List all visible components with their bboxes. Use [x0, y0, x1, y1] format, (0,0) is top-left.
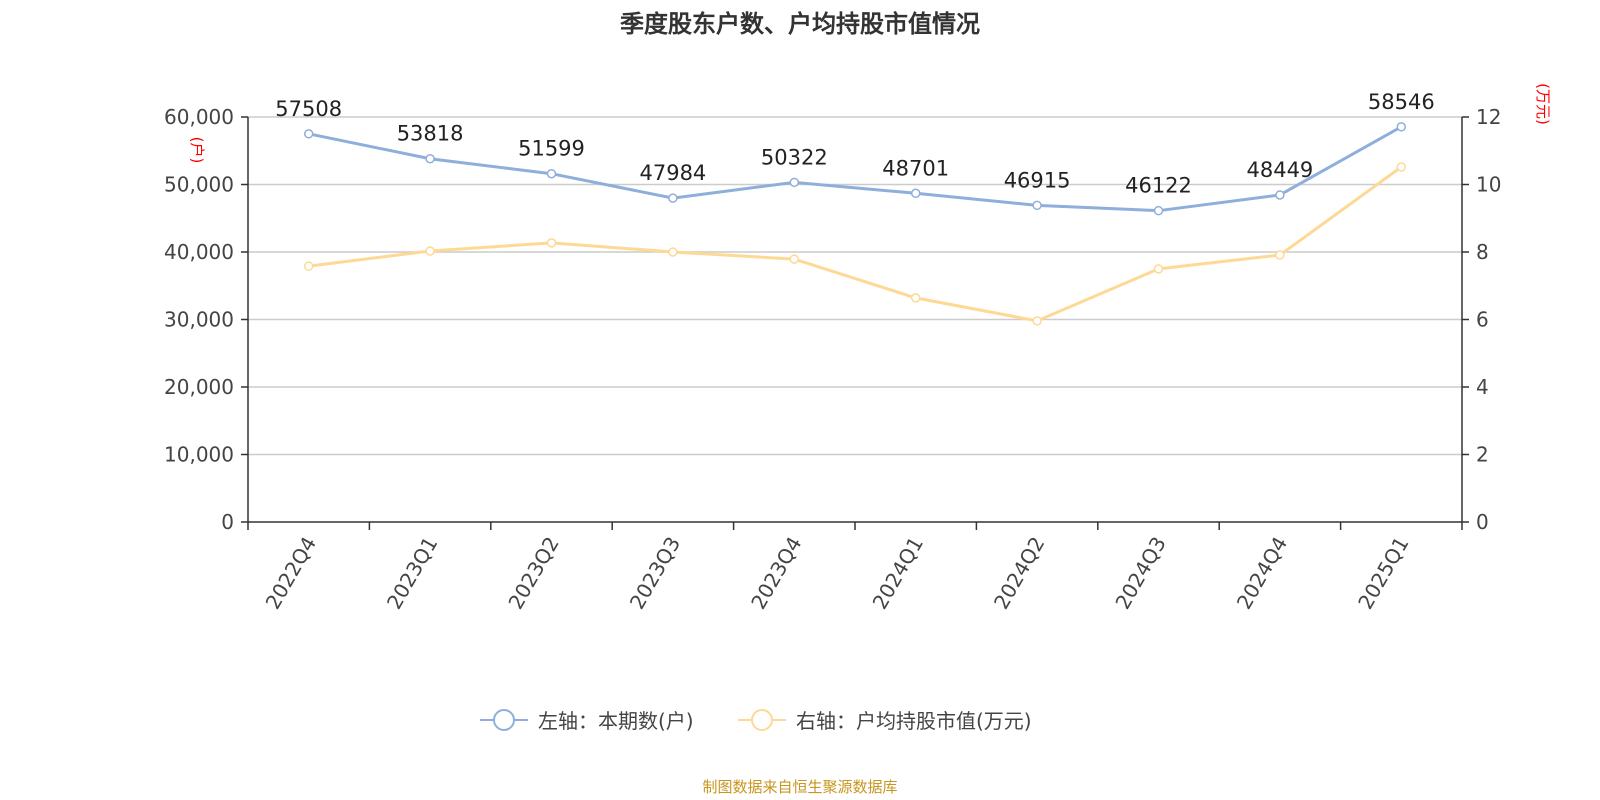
- right-tick-label: 2: [1476, 443, 1489, 467]
- data-point: [910, 293, 921, 303]
- legend-label: 左轴：本期数(户): [538, 709, 694, 733]
- data-point: [546, 168, 557, 179]
- data-point: [303, 261, 314, 271]
- x-tick-label: 2024Q1: [868, 533, 928, 614]
- right-tick-label: 4: [1476, 375, 1489, 399]
- source-note: 制图数据来自恒生聚源数据库: [702, 778, 897, 796]
- left-tick-label: 50,000: [164, 173, 234, 197]
- right-tick-label: 12: [1476, 105, 1501, 129]
- data-point: [910, 188, 921, 199]
- data-point: [1275, 250, 1285, 260]
- data-point: [789, 254, 800, 264]
- series-line-0: [308, 125, 1403, 213]
- left-tick-label: 20,000: [164, 375, 234, 399]
- right-tick-label: 6: [1476, 308, 1489, 332]
- x-tick-label: 2023Q1: [382, 533, 442, 614]
- chart-title: 季度股东户数、户均持股市值情况: [620, 10, 980, 38]
- data-point: [425, 153, 435, 164]
- data-point: [303, 129, 314, 139]
- x-tick-label: 2025Q1: [1353, 533, 1413, 614]
- data-label: 46915: [1004, 168, 1071, 192]
- x-tick-label: 2024Q3: [1110, 533, 1170, 614]
- data-point: [425, 246, 435, 256]
- data-label: 47984: [639, 161, 706, 185]
- left-axis-unit: (户): [188, 137, 206, 164]
- legend-label: 右轴：户均持股市值(万元): [796, 709, 1032, 733]
- data-point: [668, 247, 678, 257]
- data-label: 50322: [761, 145, 828, 169]
- data-label: 46122: [1125, 174, 1192, 198]
- right-tick-label: 8: [1476, 240, 1489, 264]
- legend-marker: [493, 709, 515, 731]
- data-point: [668, 193, 678, 203]
- x-tick-label: 2024Q4: [1232, 533, 1292, 614]
- left-tick-label: 40,000: [164, 240, 234, 264]
- x-tick-label: 2023Q2: [503, 533, 563, 614]
- data-label: 57508: [275, 97, 342, 121]
- data-point: [789, 177, 800, 188]
- right-tick-label: 10: [1476, 173, 1501, 197]
- left-tick-label: 0: [221, 510, 234, 534]
- left-tick-label: 30,000: [164, 308, 234, 332]
- x-tick-label: 2024Q2: [989, 533, 1049, 614]
- left-tick-label: 10,000: [164, 443, 234, 467]
- left-tick-label: 60,000: [164, 105, 234, 129]
- data-point: [1032, 316, 1042, 326]
- series-line-1: [308, 165, 1403, 323]
- data-label: 53818: [397, 122, 464, 146]
- data-point: [1396, 162, 1407, 172]
- right-axis-unit: (万元): [1534, 83, 1552, 125]
- data-point: [1396, 122, 1407, 132]
- right-tick-label: 0: [1476, 510, 1489, 534]
- data-point: [546, 238, 557, 248]
- data-label: 48449: [1246, 158, 1313, 182]
- data-label: 58546: [1368, 90, 1435, 114]
- data-point: [1153, 205, 1164, 216]
- data-label: 48701: [882, 156, 949, 180]
- legend-marker: [751, 709, 773, 731]
- x-tick-label: 2022Q4: [261, 533, 321, 614]
- data-point: [1275, 190, 1285, 200]
- x-tick-label: 2023Q3: [625, 533, 685, 614]
- data-point: [1032, 200, 1042, 211]
- data-point: [1153, 264, 1164, 274]
- x-tick-label: 2023Q4: [746, 533, 806, 614]
- data-label: 51599: [518, 137, 585, 161]
